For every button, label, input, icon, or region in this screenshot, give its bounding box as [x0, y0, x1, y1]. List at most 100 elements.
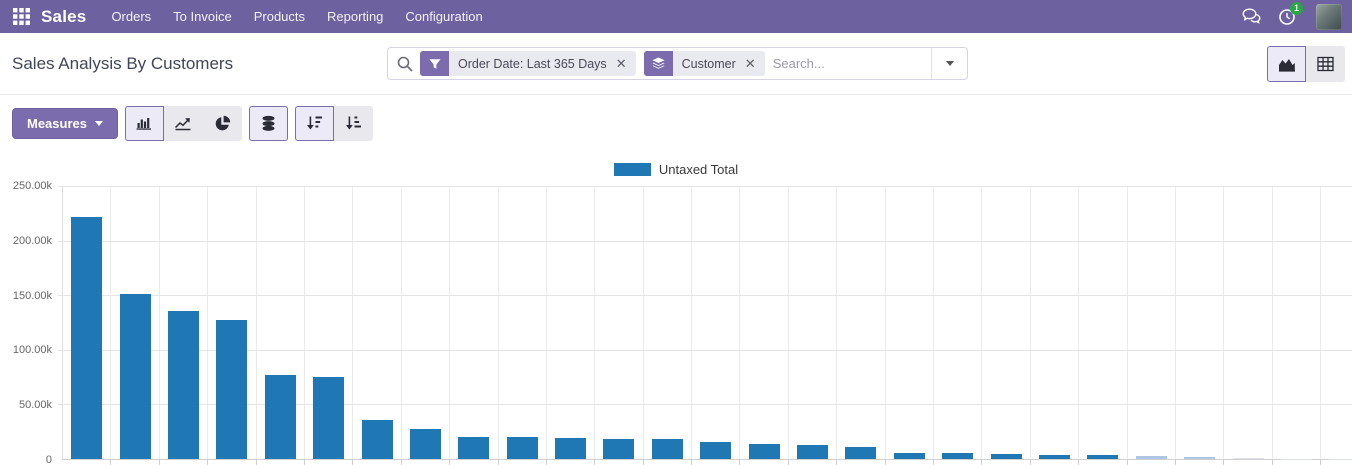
top-navbar: Sales Orders To Invoice Products Reporting C…	[0, 0, 1352, 33]
y-axis: 250.00k 200.00k 150.00k 100.00k 50.00k 0	[0, 180, 57, 465]
facet-label: Order Date: Last 365 Days	[458, 56, 607, 71]
bar[interactable]	[1232, 457, 1264, 459]
main-menu: Orders To Invoice Products Reporting Configu…	[100, 0, 493, 33]
bar[interactable]	[603, 438, 635, 459]
messages-icon[interactable]	[1236, 0, 1266, 33]
search-options-dropdown[interactable]	[931, 48, 967, 79]
graph-view-button[interactable]	[1267, 46, 1306, 82]
category-cell	[934, 186, 983, 465]
category-cell	[1321, 186, 1352, 459]
category-cell	[1031, 186, 1080, 465]
sort-group	[294, 105, 373, 141]
sort-ascending-button[interactable]	[333, 105, 373, 141]
bar[interactable]	[1039, 454, 1070, 459]
category-cell	[1079, 186, 1128, 465]
category-cell	[63, 186, 112, 465]
layers-icon	[643, 51, 673, 76]
bar[interactable]	[71, 216, 103, 459]
sort-descending-button[interactable]	[294, 105, 334, 141]
plot-area	[58, 186, 1352, 465]
gridline	[58, 186, 1352, 187]
pie-chart-button[interactable]	[202, 105, 242, 141]
bar[interactable]	[845, 446, 877, 459]
facet-label: Customer	[681, 56, 736, 71]
category-cell	[160, 186, 209, 465]
line-chart-button[interactable]	[163, 105, 203, 141]
menu-item-products[interactable]: Products	[253, 9, 306, 24]
category-cell	[982, 186, 1032, 465]
y-axis-label: 200.00k	[12, 234, 52, 247]
control-panel: Sales Analysis By Customers Order Date: …	[0, 33, 1352, 95]
bar[interactable]	[893, 452, 925, 459]
category-cell	[547, 186, 596, 465]
category-cell	[111, 186, 161, 465]
bar[interactable]	[1087, 455, 1119, 459]
category-cell	[644, 186, 693, 465]
bar[interactable]	[797, 444, 829, 459]
category-cell	[740, 186, 790, 465]
activity-clock-icon[interactable]: 1	[1272, 0, 1303, 33]
category-cell	[1224, 186, 1274, 465]
menu-item-configuration[interactable]: Configuration	[405, 9, 483, 24]
gridline	[58, 240, 1352, 242]
chart-type-group	[124, 105, 242, 141]
apps-grid-icon[interactable]	[10, 6, 32, 28]
facet-remove-icon[interactable]: ✕	[744, 55, 756, 71]
bar[interactable]	[700, 442, 732, 459]
measures-label: Measures	[27, 115, 87, 131]
category-cell	[837, 186, 887, 465]
bar[interactable]	[458, 436, 490, 459]
legend-item[interactable]: Untaxed Total	[0, 162, 1352, 177]
bar[interactable]	[748, 444, 780, 459]
bar[interactable]	[990, 454, 1022, 459]
app-name[interactable]: Sales	[41, 6, 87, 26]
bar[interactable]	[651, 439, 683, 459]
bar[interactable]	[409, 428, 441, 459]
search-facet: Order Date: Last 365 Days ✕	[420, 51, 636, 76]
category-cell	[886, 186, 935, 465]
bar[interactable]	[216, 320, 248, 459]
bar-chart-button[interactable]	[124, 105, 164, 141]
category-cell	[257, 186, 306, 465]
category-cell	[1273, 186, 1322, 465]
category-cell	[402, 186, 451, 465]
pivot-view-button[interactable]	[1306, 46, 1345, 82]
stacked-button[interactable]	[248, 105, 288, 141]
stacked-group	[248, 105, 288, 141]
category-cell	[1176, 186, 1225, 465]
y-axis-label: 150.00k	[12, 289, 52, 302]
bar[interactable]	[167, 310, 199, 459]
category-cell	[595, 186, 645, 465]
activity-badge: 1	[1290, 2, 1303, 15]
bar[interactable]	[361, 420, 393, 459]
bar[interactable]	[119, 293, 151, 459]
bar[interactable]	[1135, 456, 1167, 459]
facet-remove-icon[interactable]: ✕	[615, 55, 627, 71]
bar[interactable]	[555, 438, 587, 459]
view-switcher	[1267, 46, 1345, 82]
menu-item-orders[interactable]: Orders	[111, 9, 152, 24]
legend-color-swatch	[613, 163, 651, 176]
bar[interactable]	[506, 436, 538, 459]
menu-item-reporting[interactable]: Reporting	[327, 9, 384, 24]
category-cell	[305, 186, 354, 465]
measures-button[interactable]: Measures	[12, 107, 118, 139]
y-axis-label: 50.00k	[18, 399, 52, 412]
bar[interactable]	[313, 376, 345, 459]
category-cell	[789, 186, 838, 465]
user-avatar[interactable]	[1316, 3, 1342, 30]
search-input[interactable]	[772, 56, 931, 71]
bar[interactable]	[1184, 456, 1216, 459]
bar[interactable]	[942, 453, 974, 459]
category-cell	[450, 186, 499, 465]
category-cell	[353, 186, 403, 465]
y-axis-label: 250.00k	[12, 180, 52, 192]
menu-item-to-invoice[interactable]: To Invoice	[173, 9, 232, 24]
graph-toolbar: Measures	[0, 96, 1352, 150]
bar[interactable]	[264, 374, 296, 459]
search-bar[interactable]: Order Date: Last 365 Days ✕ Customer ✕	[387, 47, 968, 80]
category-cell	[499, 186, 548, 465]
y-axis-label: 100.00k	[12, 344, 52, 357]
page-title: Sales Analysis By Customers	[12, 53, 234, 73]
chevron-down-icon	[945, 61, 954, 66]
